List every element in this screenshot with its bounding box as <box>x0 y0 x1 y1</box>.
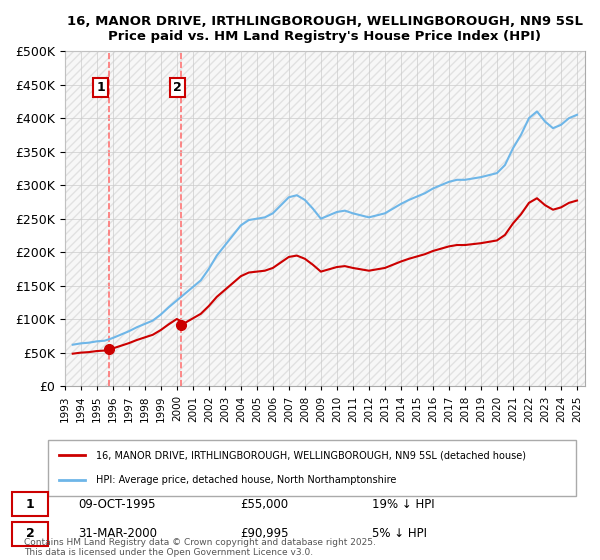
Text: Contains HM Land Registry data © Crown copyright and database right 2025.
This d: Contains HM Land Registry data © Crown c… <box>24 538 376 557</box>
Text: 16, MANOR DRIVE, IRTHLINGBOROUGH, WELLINGBOROUGH, NN9 5SL (detached house): 16, MANOR DRIVE, IRTHLINGBOROUGH, WELLIN… <box>95 450 526 460</box>
Text: 5% ↓ HPI: 5% ↓ HPI <box>372 528 427 540</box>
Text: 09-OCT-1995: 09-OCT-1995 <box>78 498 155 511</box>
Text: 19% ↓ HPI: 19% ↓ HPI <box>372 498 434 511</box>
Title: 16, MANOR DRIVE, IRTHLINGBOROUGH, WELLINGBOROUGH, NN9 5SL
Price paid vs. HM Land: 16, MANOR DRIVE, IRTHLINGBOROUGH, WELLIN… <box>67 15 583 43</box>
FancyBboxPatch shape <box>48 440 576 496</box>
Text: 1: 1 <box>26 498 34 511</box>
Text: 1: 1 <box>96 81 105 94</box>
FancyBboxPatch shape <box>12 492 48 516</box>
FancyBboxPatch shape <box>12 521 48 546</box>
Text: £90,995: £90,995 <box>240 528 289 540</box>
Text: 2: 2 <box>26 528 34 540</box>
Text: 31-MAR-2000: 31-MAR-2000 <box>78 528 157 540</box>
Text: HPI: Average price, detached house, North Northamptonshire: HPI: Average price, detached house, Nort… <box>95 475 396 485</box>
Text: 2: 2 <box>173 81 182 94</box>
Text: £55,000: £55,000 <box>240 498 288 511</box>
